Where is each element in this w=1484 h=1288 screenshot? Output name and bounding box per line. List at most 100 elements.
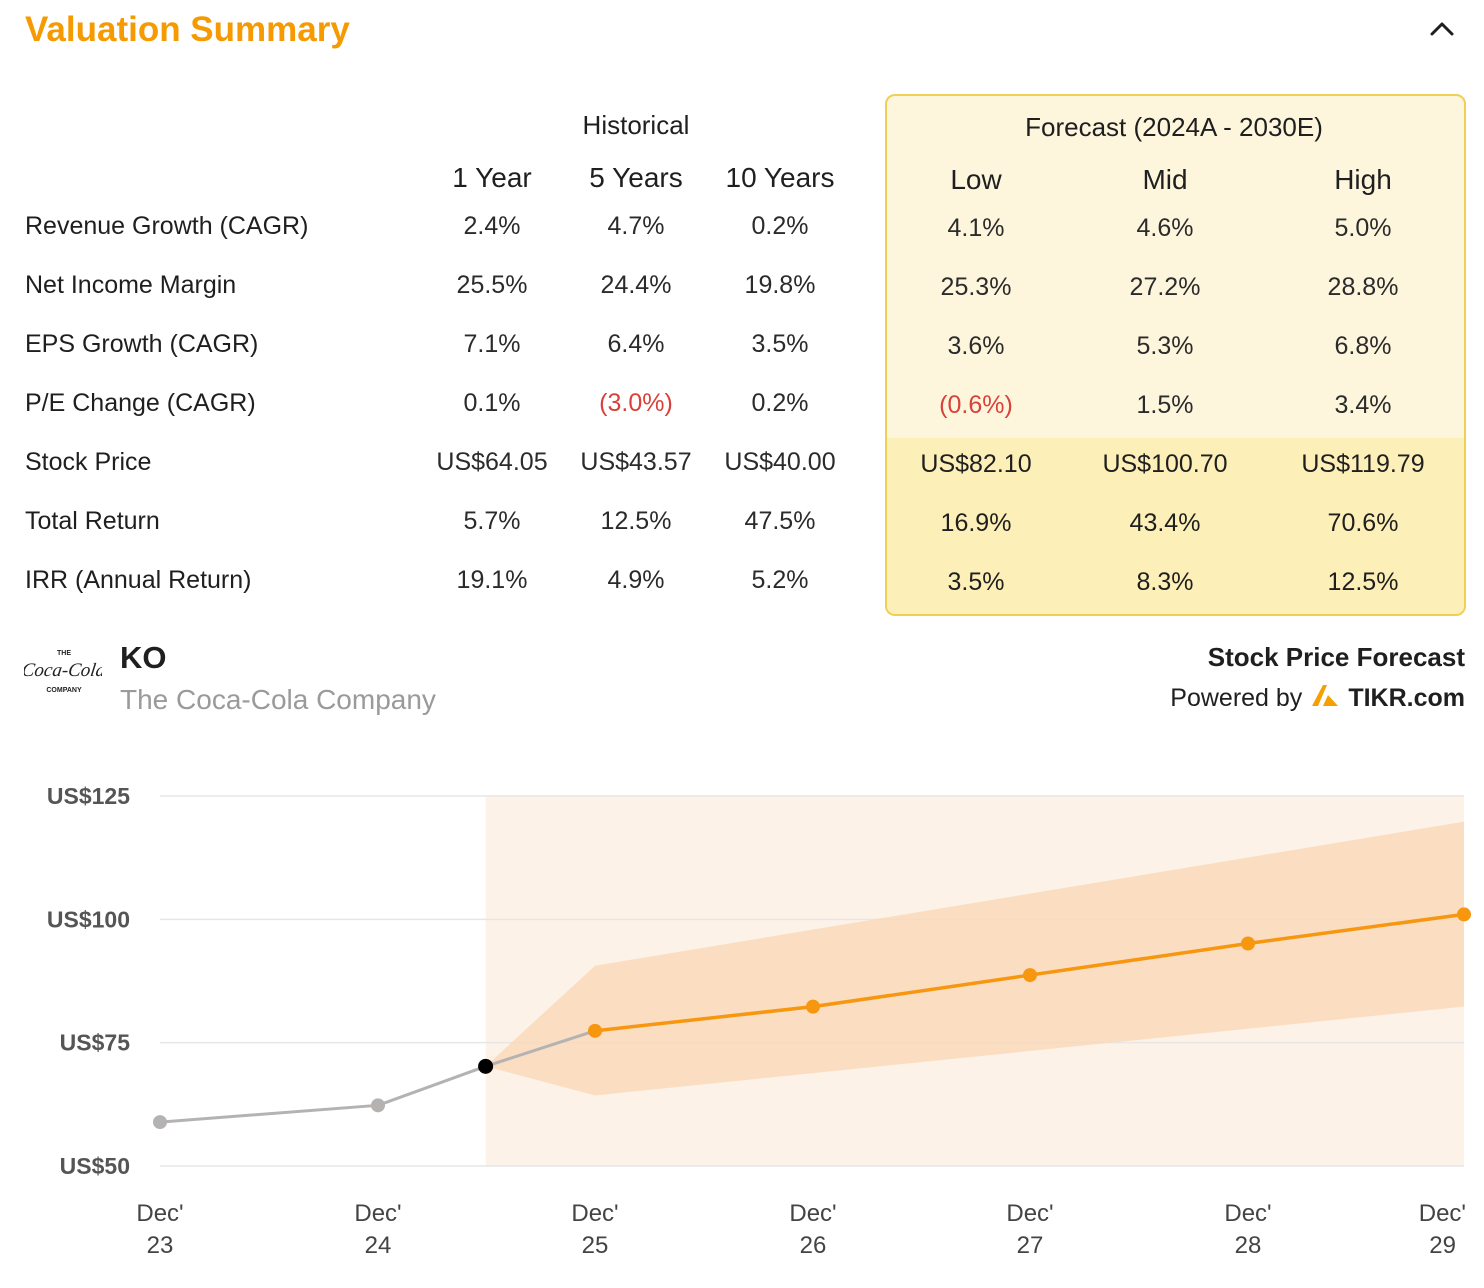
table-cell: 0.2% [751,212,809,240]
historical-point [153,1115,167,1130]
col-header-1-year: 1 Year [452,162,532,193]
col-header-low: Low [950,164,1002,195]
col-header-10-years: 10 Years [725,162,835,193]
table-cell: US$43.57 [580,448,692,476]
historical-header: Historical [582,110,690,140]
forecast-point [1023,968,1037,983]
table-cell: 6.8% [1334,332,1392,360]
table-cell: 25.5% [456,271,528,299]
table-cell: 19.8% [744,271,816,299]
row-label: Revenue Growth (CAGR) [25,212,309,240]
table-cell: 25.3% [940,273,1012,301]
logo-text-top: THE [57,650,71,657]
table-cell: 5.3% [1136,332,1194,360]
table-cell: 1.5% [1136,391,1194,419]
forecast-results-highlight [887,438,1464,614]
table-cell: 47.5% [744,507,816,535]
row-label: Net Income Margin [25,271,237,299]
table-cell: 3.5% [751,330,809,358]
col-header-high: High [1334,164,1392,195]
current-price-point [478,1058,494,1074]
y-tick-label: US$50 [60,1153,130,1179]
x-tick-label: Dec' [1419,1200,1466,1227]
y-tick-label: US$100 [47,906,130,932]
table-cell: (3.0%) [599,389,673,417]
table-cell: (0.6%) [939,391,1013,419]
table-cell: 70.6% [1327,509,1399,537]
table-cell: 2.4% [463,212,521,240]
x-tick-label: Dec' [571,1200,618,1227]
row-label: Stock Price [25,448,152,476]
row-label: Total Return [25,507,160,535]
company-name: The Coca-Cola Company [120,684,436,715]
table-cell: 12.5% [1327,568,1399,596]
table-cell: 8.3% [1136,568,1194,596]
powered-by-label: Powered by [1170,684,1303,712]
table-cell: 19.1% [456,566,528,594]
logo-text-bottom: COMPANY [46,687,82,694]
table-cell: 0.1% [463,389,521,417]
x-tick-label: 27 [1017,1232,1044,1259]
forecast-panel [885,94,1466,616]
historical-point [371,1098,385,1113]
x-tick-label: 28 [1235,1232,1262,1259]
coca-cola-logo: THE Coca-Cola COMPANY [20,646,106,698]
table-cell: US$82.10 [920,450,1032,478]
forecast-header: Forecast (2024A - 2030E) [1025,112,1323,142]
table-cell: 3.4% [1334,391,1392,419]
y-tick-label: US$75 [60,1030,131,1056]
table-cell: US$119.79 [1301,450,1425,478]
forecast-range-band [485,821,1464,1096]
table-cell: 24.4% [600,271,672,299]
x-tick-label: 29 [1429,1232,1456,1259]
table-cell: US$40.00 [724,448,836,476]
table-cell: 12.5% [600,507,672,535]
table-cell: 7.1% [463,330,521,358]
current-to-forecast-line [485,1029,596,1068]
table-cell: 27.2% [1129,273,1201,301]
table-cell: 4.9% [607,566,665,594]
table-cell: 4.7% [607,212,665,240]
table-cell: 43.4% [1129,509,1201,537]
stock-price-forecast-chart: US$50 US$75 US$100 US$125 Dec' 23 Dec' 24 Dec' 25… [47,783,1471,1259]
table-cell: 16.9% [940,509,1012,537]
x-tick-label: Dec' [354,1200,401,1227]
x-tick-label: Dec' [1224,1200,1271,1227]
x-tick-label: 23 [147,1232,174,1259]
logo-text-script: Coca-Cola [24,660,102,681]
forecast-point [588,1023,602,1038]
powered-by: Powered by TIKR.com [1170,682,1465,715]
table-cell: 5.2% [751,566,809,594]
row-label: IRR (Annual Return) [25,566,252,594]
page-title: Valuation Summary [25,10,350,49]
historical-line [159,1064,487,1124]
brand-link[interactable]: TIKR.com [1348,684,1465,712]
x-tick-label: 25 [582,1232,609,1259]
y-tick-label: US$125 [47,783,130,809]
table-cell: 3.5% [947,568,1005,596]
x-tick-label: Dec' [136,1200,183,1227]
table-cell: 4.6% [1136,214,1194,242]
table-cell: 4.1% [947,214,1005,242]
chevron-up-icon[interactable] [1424,14,1460,44]
forecast-point [806,999,820,1014]
x-tick-label: Dec' [1006,1200,1053,1227]
forecast-point [1457,907,1471,922]
table-cell: 28.8% [1327,273,1399,301]
row-label: P/E Change (CAGR) [25,389,256,417]
table-cell: 3.6% [947,332,1005,360]
col-header-5-years: 5 Years [589,162,683,193]
chart-title: Stock Price Forecast [1207,642,1465,672]
forecast-point [1241,936,1255,951]
tikr-logo-icon [1310,682,1340,715]
table-cell: 6.4% [607,330,665,358]
table-cell: 5.7% [463,507,521,535]
table-cell: 5.0% [1334,214,1392,242]
x-tick-label: Dec' [789,1200,836,1227]
x-tick-label: 24 [365,1232,392,1259]
col-header-mid: Mid [1142,164,1188,195]
table-cell: US$64.05 [436,448,548,476]
table-cell: US$100.70 [1102,450,1228,478]
x-tick-label: 26 [800,1232,827,1259]
row-label: EPS Growth (CAGR) [25,330,259,358]
